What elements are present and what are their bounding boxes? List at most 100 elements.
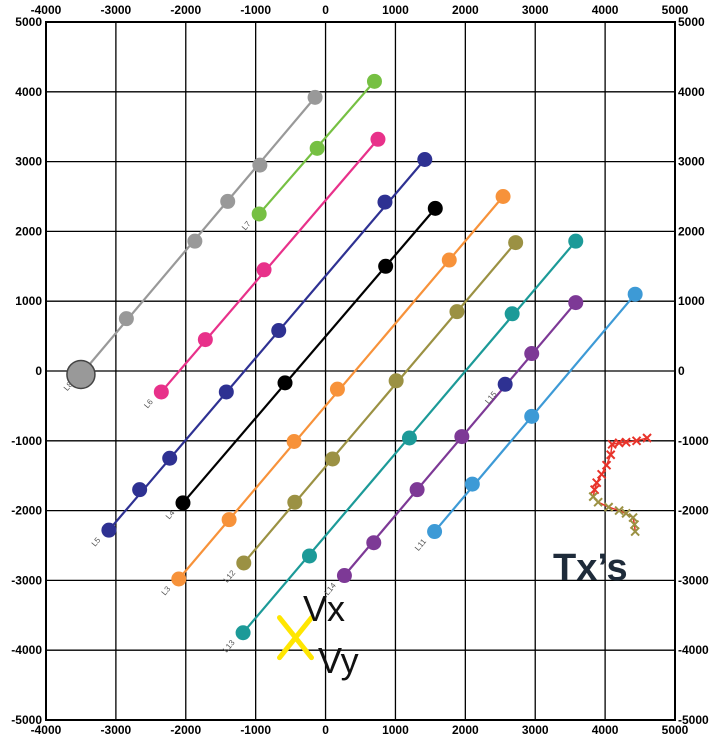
y-tick-label-left: 3000 <box>15 155 42 169</box>
tx-marker <box>589 484 600 495</box>
data-point <box>427 200 443 216</box>
x-tick-label-bottom: 2000 <box>452 723 479 737</box>
plot-border <box>45 21 676 721</box>
y-tick-label-right: -4000 <box>678 643 709 657</box>
y-tick-label-left: 2000 <box>15 224 42 238</box>
data-point <box>568 233 584 249</box>
data-point <box>504 306 520 322</box>
data-point <box>366 73 382 89</box>
tx-marker <box>605 450 616 460</box>
data-point <box>171 571 187 587</box>
data-point <box>309 140 325 156</box>
x-tick-label-top: -2000 <box>170 3 201 17</box>
y-tick-label-left: 1000 <box>15 294 42 308</box>
data-point <box>464 476 480 492</box>
tx-marker <box>630 526 640 537</box>
x-tick-label-top: -3000 <box>101 3 132 17</box>
data-point <box>153 384 169 400</box>
series-l6: L6 <box>142 131 386 410</box>
y-axis-right: -5000 -4000 -3000 -2000 -1000 0 1000 2000 3000 40… <box>678 15 709 727</box>
x-tick-label-bottom: -1000 <box>240 723 271 737</box>
data-point <box>409 482 425 498</box>
vxy-cross <box>277 615 315 661</box>
x-tick-label-bottom: 0 <box>322 723 329 737</box>
data-point <box>454 429 470 445</box>
y-tick-label-left: 0 <box>35 364 42 378</box>
tx-marker <box>614 438 624 448</box>
data-point <box>449 304 465 320</box>
x-axis-bottom: -4000 -3000 -2000 -1000 0 1000 2000 3000 4000 500… <box>31 723 689 737</box>
data-point <box>336 568 352 584</box>
vy-label: Vy <box>318 640 359 681</box>
x-tick-label-bottom: 4000 <box>592 723 619 737</box>
data-point <box>256 262 272 278</box>
series-l8: L8 <box>62 89 323 393</box>
tx-marker <box>614 505 624 516</box>
data-point <box>388 373 404 389</box>
x-tick-label-top: 4000 <box>592 3 619 17</box>
data-point <box>301 548 317 564</box>
data-point <box>175 495 191 511</box>
series-label: L12 <box>222 568 238 584</box>
tx-path <box>592 437 648 532</box>
x-tick-label-top: -1000 <box>240 3 271 17</box>
data-point <box>307 89 323 105</box>
y-tick-label-right: 2000 <box>678 224 705 238</box>
series-label: L15 <box>483 389 499 405</box>
x-tick-label-bottom: 5000 <box>662 723 689 737</box>
y-tick-label-right: 5000 <box>678 15 705 29</box>
data-point <box>524 346 540 362</box>
x-tick-label-bottom: 1000 <box>382 723 409 737</box>
tx-marker <box>607 439 617 449</box>
data-point <box>568 295 584 311</box>
data-point <box>329 381 345 397</box>
x-axis-top: -4000 -3000 -2000 -1000 0 1000 2000 3000 4000 500… <box>31 3 689 17</box>
data-point <box>401 430 417 446</box>
y-tick-label-left: 4000 <box>15 85 42 99</box>
y-tick-label-right: -5000 <box>678 713 709 727</box>
series-l13: L13 <box>221 233 584 654</box>
series-l12: L12 <box>222 235 524 584</box>
vx-label: Vx <box>303 588 345 629</box>
x-tick-label-top: 0 <box>322 3 329 17</box>
series-l3: L3 <box>160 189 511 597</box>
x-tick-label-bottom: -3000 <box>101 723 132 737</box>
series-label: L5 <box>90 535 103 548</box>
data-point <box>366 535 382 551</box>
data-point <box>221 512 237 528</box>
tx-marker <box>593 497 603 507</box>
y-tick-label-right: -1000 <box>678 434 709 448</box>
data-point <box>218 384 234 400</box>
y-tick-label-left: -1000 <box>11 434 42 448</box>
y-tick-label-left: -5000 <box>11 713 42 727</box>
x-tick-label-top: 5000 <box>662 3 689 17</box>
tx-marker <box>603 502 614 512</box>
data-point <box>627 286 643 302</box>
y-tick-label-left: -2000 <box>11 504 42 518</box>
series-l15: L15 <box>483 376 513 406</box>
series-l5: L5 <box>90 152 433 548</box>
tx-label: Tx’s <box>553 547 628 589</box>
x-tick-label-top: 1000 <box>382 3 409 17</box>
data-point <box>378 258 394 274</box>
data-point <box>162 450 178 466</box>
series-label: L11 <box>413 537 428 553</box>
data-point <box>220 193 236 209</box>
y-tick-label-left: -3000 <box>11 573 42 587</box>
data-point <box>286 433 302 449</box>
series-label: L13 <box>221 638 237 654</box>
data-point <box>277 375 293 391</box>
data-point <box>524 408 540 424</box>
series-label: L6 <box>142 397 155 410</box>
series-l4: L4 <box>164 200 443 521</box>
data-point <box>197 332 213 348</box>
y-tick-label-right: -3000 <box>678 573 709 587</box>
x-tick-label-bottom: -4000 <box>31 723 62 737</box>
data-point <box>271 323 287 339</box>
y-tick-label-right: 0 <box>678 364 685 378</box>
data-point <box>325 451 341 467</box>
series-l11: L11 <box>413 286 643 553</box>
y-tick-label-right: 1000 <box>678 294 705 308</box>
